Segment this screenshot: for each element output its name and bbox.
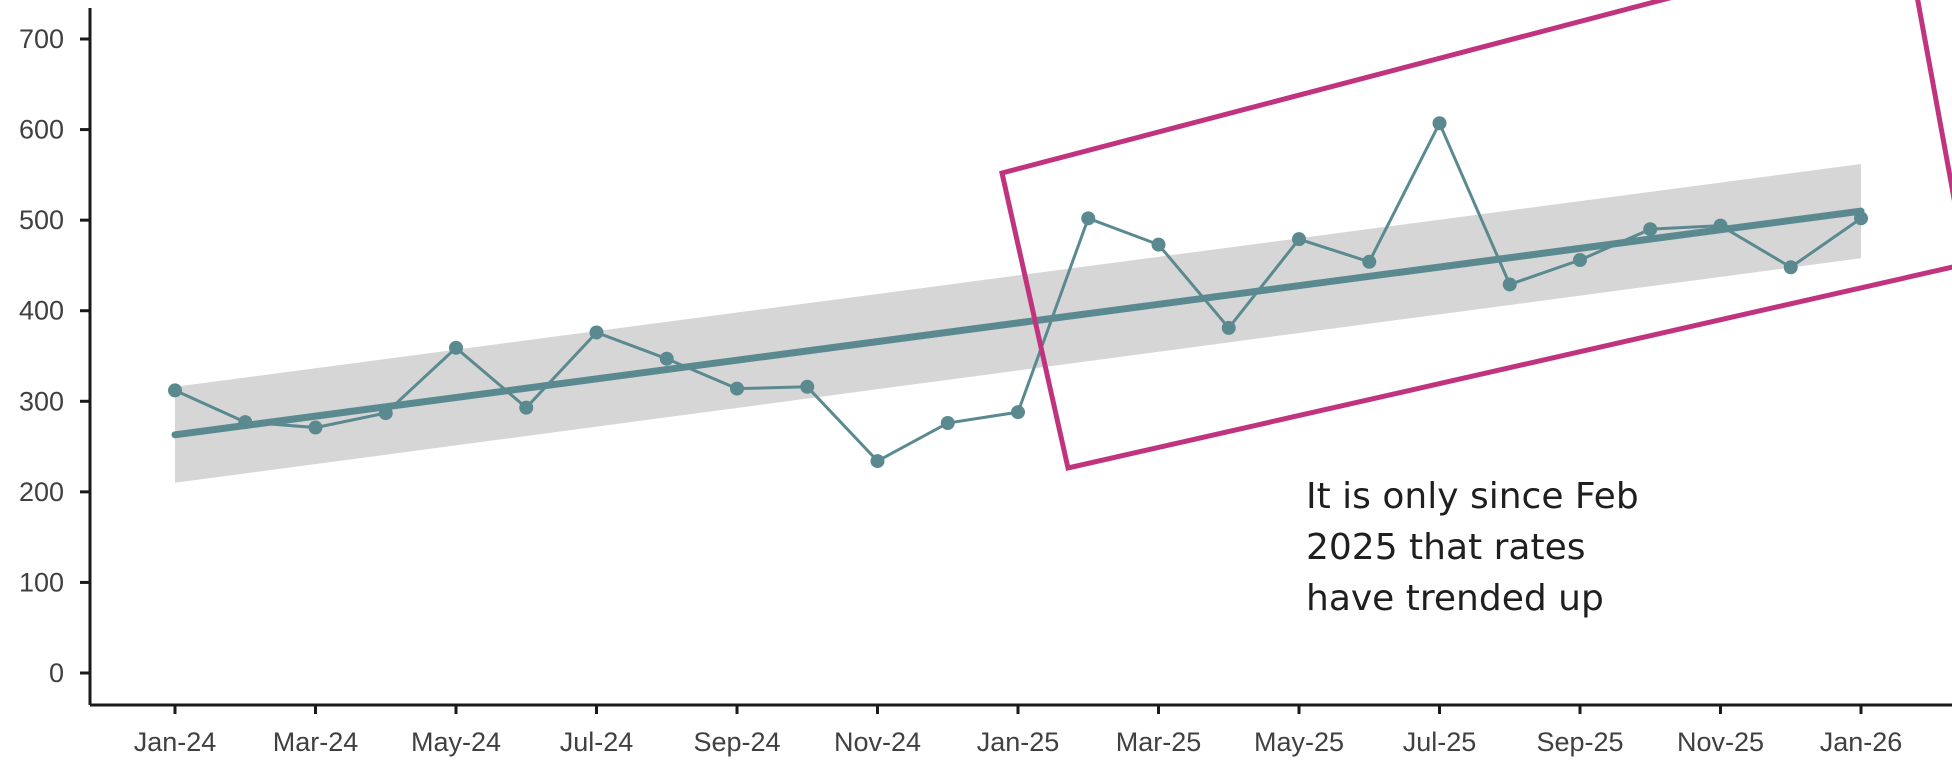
x-tick-label-sep-24: Sep-24 — [693, 727, 780, 757]
data-point-sep-25 — [1573, 253, 1587, 268]
y-tick-label-600: 600 — [19, 115, 64, 145]
x-ticks: Jan-24 Mar-24 May-24 Jul-24 Sep-24 Nov-24 Jan-… — [134, 705, 1903, 757]
y-tick-label-200: 200 — [19, 477, 64, 507]
y-tick-label-300: 300 — [19, 386, 64, 416]
x-tick-label-nov-24: Nov-24 — [834, 727, 921, 757]
annotation-line-1: It is only since Feb — [1306, 476, 1639, 517]
data-point-jun-24 — [519, 400, 534, 415]
data-point-dec-25 — [1783, 260, 1798, 275]
annotation-line-3: have trended up — [1306, 578, 1604, 619]
data-point-feb-25 — [1081, 211, 1096, 226]
data-point-mar-25 — [1151, 237, 1166, 252]
data-point-jul-25 — [1432, 116, 1447, 131]
data-point-dec-24 — [940, 416, 955, 431]
data-point-jan-25 — [1011, 405, 1025, 420]
y-tick-label-700: 700 — [19, 24, 64, 54]
data-point-mar-24 — [308, 420, 323, 435]
x-tick-label-mar-25: Mar-25 — [1116, 727, 1202, 757]
series-layer — [168, 116, 1868, 469]
data-point-may-25 — [1292, 232, 1306, 247]
data-point-feb-24 — [238, 415, 253, 430]
axes — [88, 8, 1952, 707]
data-point-nov-25 — [1713, 218, 1728, 233]
data-point-aug-24 — [659, 351, 674, 366]
y-tick-label-500: 500 — [19, 205, 64, 235]
x-tick-label-jan-24: Jan-24 — [134, 727, 217, 757]
x-tick-label-may-25: May-25 — [1254, 727, 1344, 757]
x-tick-label-jan-25: Jan-25 — [977, 727, 1060, 757]
annotation: It is only since Feb 2025 that rates hav… — [1306, 476, 1639, 619]
highlight-box — [999, 0, 1952, 471]
x-tick-label-nov-25: Nov-25 — [1677, 727, 1764, 757]
data-point-jan-24 — [168, 383, 182, 398]
x-tick-label-jul-24: Jul-24 — [560, 727, 634, 757]
x-tick-label-sep-25: Sep-25 — [1536, 727, 1623, 757]
data-point-may-24 — [449, 340, 463, 355]
data-point-oct-24 — [800, 379, 815, 394]
data-point-jun-25 — [1362, 254, 1377, 269]
trend-line — [171, 207, 1865, 439]
x-tick-label-may-24: May-24 — [411, 727, 501, 757]
data-point-sep-24 — [730, 381, 744, 396]
x-tick-label-mar-24: Mar-24 — [273, 727, 359, 757]
data-point-apr-24 — [378, 406, 393, 421]
data-point-oct-25 — [1643, 222, 1658, 237]
data-point-jul-24 — [589, 325, 604, 340]
data-point-jan-26 — [1854, 211, 1868, 226]
data-point-aug-25 — [1502, 277, 1517, 292]
data-point-nov-24 — [870, 454, 885, 469]
y-tick-label-100: 100 — [19, 567, 64, 597]
annotation-line-2: 2025 that rates — [1306, 527, 1586, 568]
x-tick-label-jan-26: Jan-26 — [1820, 727, 1903, 757]
trend-line-layer — [171, 207, 1865, 439]
highlight-box-layer — [999, 0, 1952, 471]
y-ticks: 0 100 200 300 400 500 600 700 — [19, 24, 90, 688]
y-tick-label-400: 400 — [19, 296, 64, 326]
x-tick-label-jul-25: Jul-25 — [1403, 727, 1477, 757]
y-tick-label-0: 0 — [49, 658, 64, 688]
data-point-apr-25 — [1221, 320, 1236, 335]
